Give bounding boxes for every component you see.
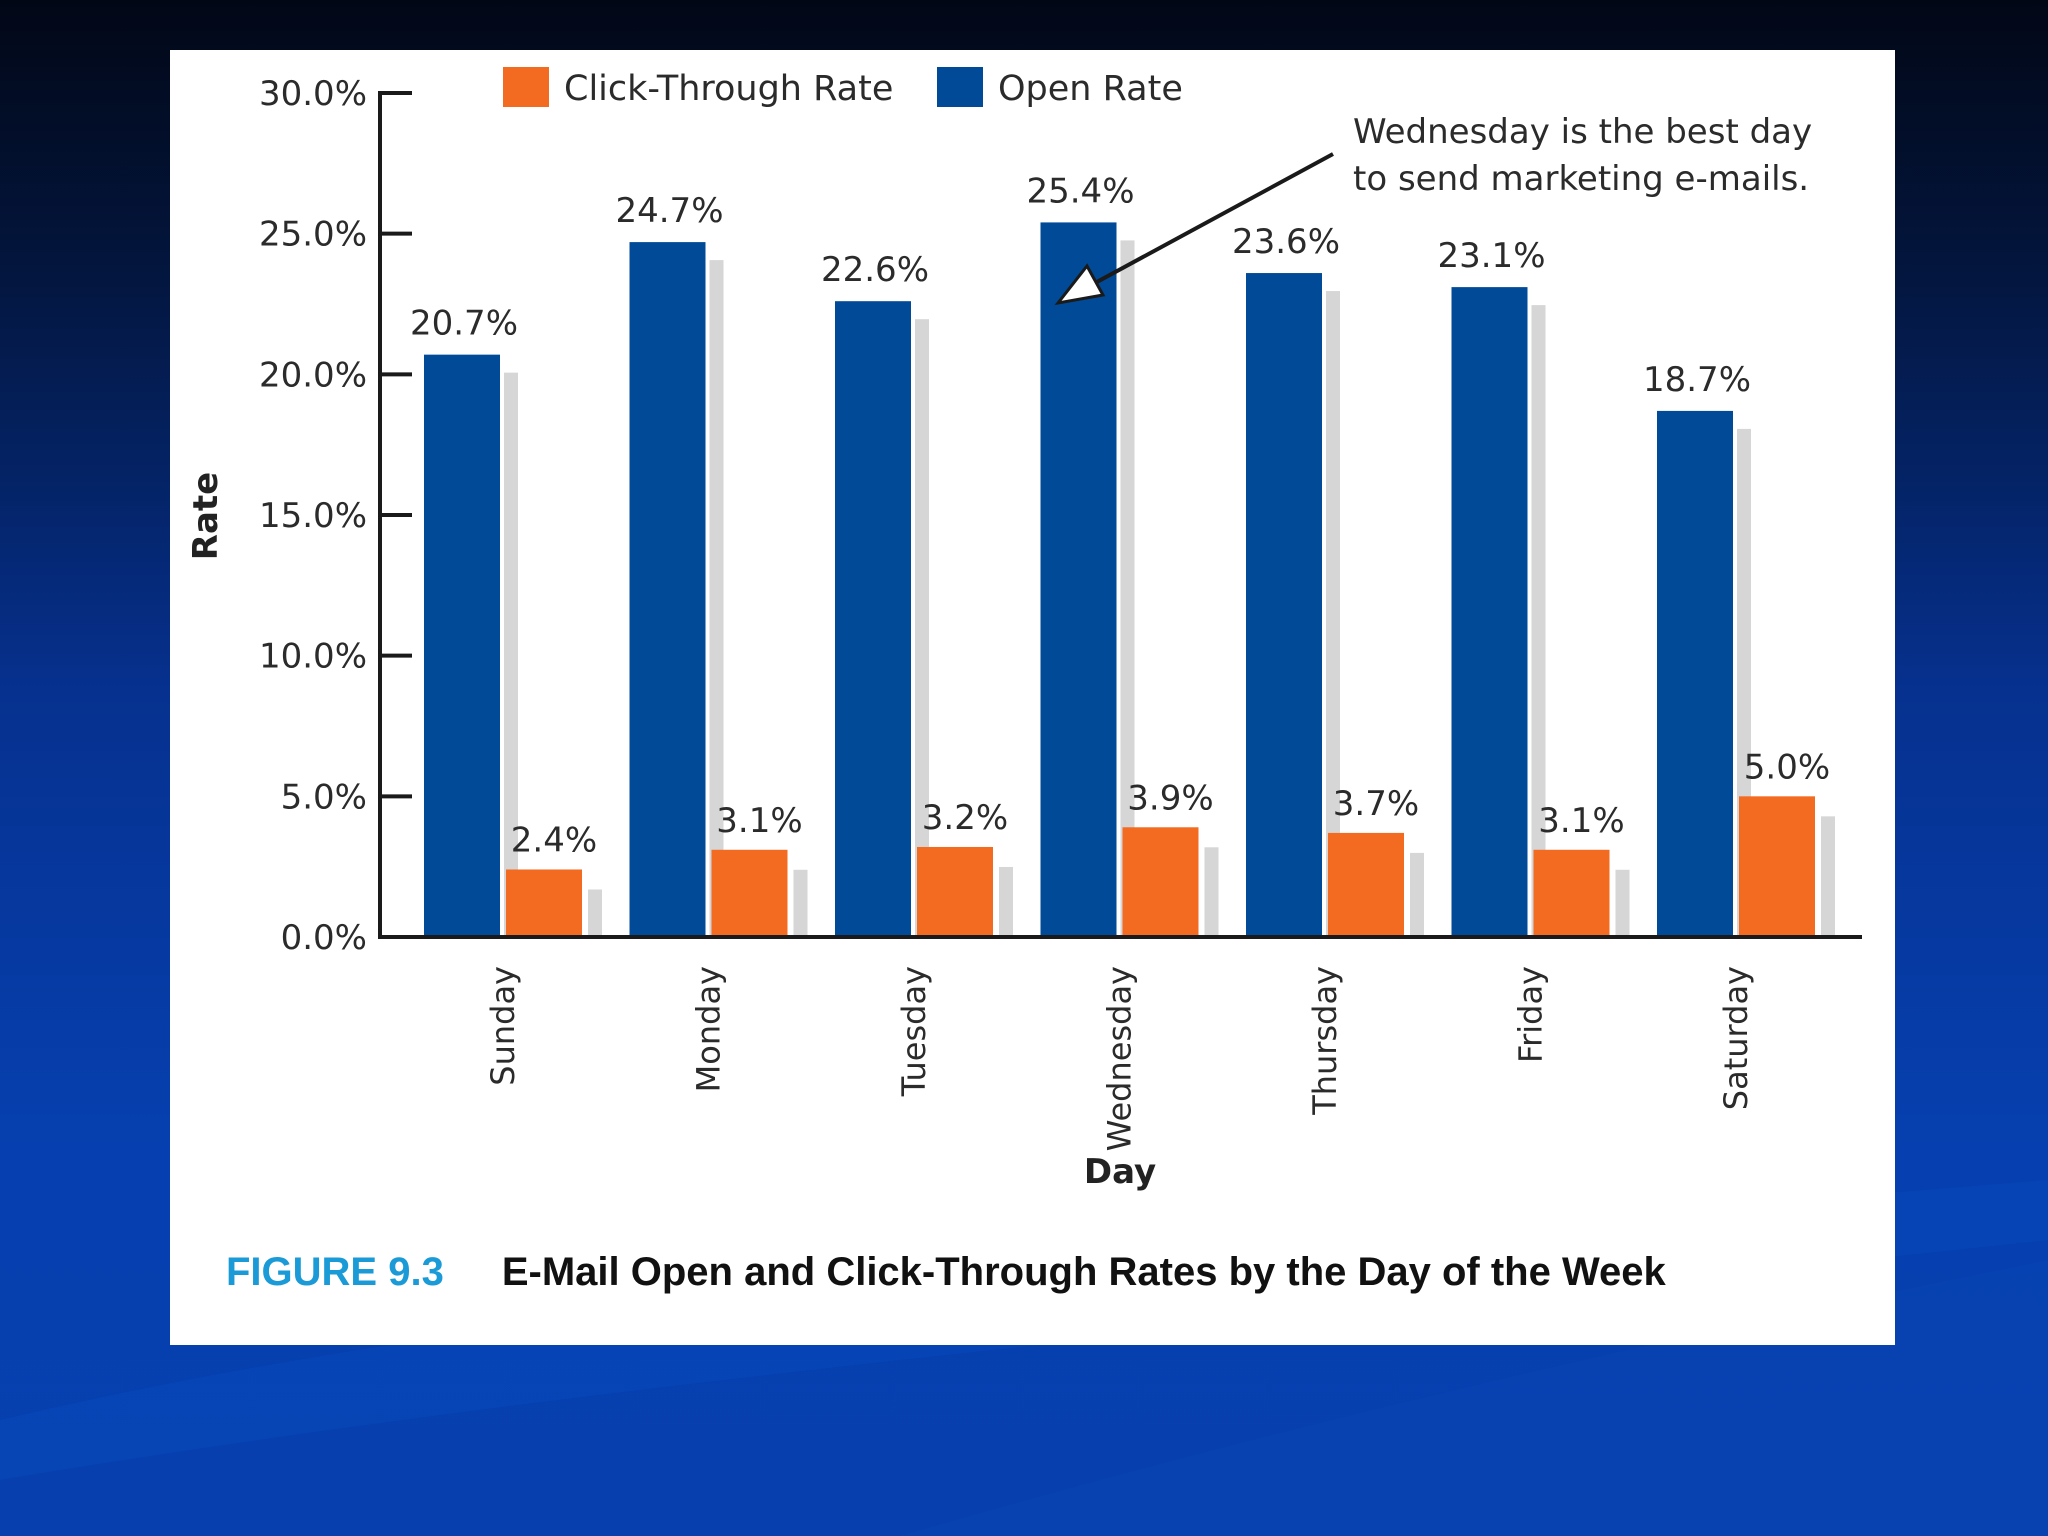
open-rate-bar-thursday xyxy=(1246,273,1322,937)
annotation-arrowhead xyxy=(1054,263,1106,306)
click-through-bar-sunday xyxy=(506,869,582,937)
click-through-bar-tuesday xyxy=(917,846,993,937)
click-through-label-friday: 3.1% xyxy=(1538,801,1624,841)
open-rate-label-monday: 24.7% xyxy=(615,191,723,231)
chart: 0.0%5.0%10.0%15.0%20.0%25.0%30.0% 20.7%2… xyxy=(186,67,1862,1192)
click-through-label-saturday: 5.0% xyxy=(1744,747,1830,787)
click-through-label-wednesday: 3.9% xyxy=(1127,778,1213,818)
open-rate-label-tuesday: 22.6% xyxy=(821,250,929,290)
x-tick-label-friday: Friday xyxy=(1512,966,1550,1063)
open-bar-shadow-monday xyxy=(709,260,724,937)
open-bar-shadow-friday xyxy=(1531,305,1546,937)
x-tick-label-monday: Monday xyxy=(690,966,728,1092)
open-rate-label-wednesday: 25.4% xyxy=(1026,171,1134,211)
x-tick-label-sunday: Sunday xyxy=(484,966,522,1086)
y-tick-label-5: 25.0% xyxy=(259,215,367,255)
bars xyxy=(424,222,1815,937)
figure-caption: FIGURE 9.3 E-Mail Open and Click-Through … xyxy=(226,1250,1666,1295)
x-axis-title: Day xyxy=(1084,1152,1156,1192)
ctr-bar-shadow-wednesday xyxy=(1204,847,1219,937)
ctr-bar-shadow-saturday xyxy=(1821,816,1835,937)
click-through-label-monday: 3.1% xyxy=(716,801,802,841)
open-rate-label-sunday: 20.7% xyxy=(410,304,518,344)
open-rate-label-thursday: 23.6% xyxy=(1232,222,1340,262)
legend-swatch-open-rate xyxy=(937,67,983,107)
annotation-line-2: to send marketing e-mails. xyxy=(1353,159,1809,199)
open-bar-shadow-sunday xyxy=(504,372,518,937)
y-tick-label-3: 15.0% xyxy=(259,496,367,536)
click-through-bar-saturday xyxy=(1739,796,1815,937)
open-rate-bar-tuesday xyxy=(835,301,911,937)
open-rate-bar-sunday xyxy=(424,354,500,937)
bar-shadows xyxy=(504,240,1835,938)
click-through-bar-friday xyxy=(1533,849,1610,937)
ctr-bar-shadow-tuesday xyxy=(999,866,1013,937)
open-rate-label-friday: 23.1% xyxy=(1437,236,1545,276)
y-tick-label-1: 5.0% xyxy=(281,777,367,817)
annotation-line-1: Wednesday is the best day xyxy=(1353,112,1812,152)
y-axis-title: Rate xyxy=(186,472,226,560)
legend-label-click-through: Click-Through Rate xyxy=(564,69,893,109)
figure-number: FIGURE 9.3 xyxy=(226,1250,444,1294)
y-tick-label-4: 20.0% xyxy=(259,355,367,395)
open-bar-shadow-thursday xyxy=(1326,291,1340,937)
click-through-bar-thursday xyxy=(1328,832,1404,937)
figure-title: E-Mail Open and Click-Through Rates by t… xyxy=(501,1250,1666,1294)
open-bar-shadow-wednesday xyxy=(1120,240,1135,937)
figure-panel: 0.0% 5.0% 10.0% 15.0% 20.0% 25.0% 30.0% 20.7% 2… xyxy=(170,50,1895,1345)
y-tick-label-2: 10.0% xyxy=(259,637,367,677)
x-tick-label-wednesday: Wednesday xyxy=(1101,966,1139,1151)
annotation: Wednesday is the best day to send market… xyxy=(1054,112,1812,306)
open-rate-bar-wednesday xyxy=(1040,222,1117,937)
x-tick-label-tuesday: Tuesday xyxy=(895,966,933,1097)
click-through-label-tuesday: 3.2% xyxy=(922,798,1008,838)
annotation-arrow-line xyxy=(1059,152,1334,304)
open-bar-shadow-tuesday xyxy=(915,319,929,938)
axes: 0.0% 5.0% 10.0% 15.0% 20.0% 25.0% 30.0% xyxy=(259,74,1862,958)
legend-swatch-click-through xyxy=(503,67,549,107)
x-tick-label-saturday: Saturday xyxy=(1717,966,1755,1110)
open-rate-bar-monday xyxy=(629,242,706,937)
legend-label-open-rate: Open Rate xyxy=(998,69,1183,109)
open-rate-bar-friday xyxy=(1451,287,1528,937)
ctr-bar-shadow-monday xyxy=(793,869,808,937)
ctr-bar-shadow-friday xyxy=(1615,869,1630,937)
click-through-label-sunday: 2.4% xyxy=(511,820,597,860)
open-rate-label-saturday: 18.7% xyxy=(1643,360,1751,400)
y-tick-label-6: 30.0% xyxy=(259,74,367,114)
ctr-bar-shadow-sunday xyxy=(588,889,602,937)
ctr-bar-shadow-thursday xyxy=(1410,852,1424,937)
open-rate-bar-saturday xyxy=(1657,410,1733,937)
x-tick-label-thursday: Thursday xyxy=(1306,966,1344,1116)
labels: 20.7% 2.4% Sunday 24.7% 3.1% Monday 22.6% 3.2% T… xyxy=(410,171,1830,1151)
click-through-label-thursday: 3.7% xyxy=(1333,784,1419,824)
click-through-bar-monday xyxy=(711,849,788,937)
click-through-bar-wednesday xyxy=(1122,827,1199,937)
legend: Click-Through Rate Open Rate xyxy=(503,67,1183,109)
y-tick-label-0: 0.0% xyxy=(281,918,367,958)
